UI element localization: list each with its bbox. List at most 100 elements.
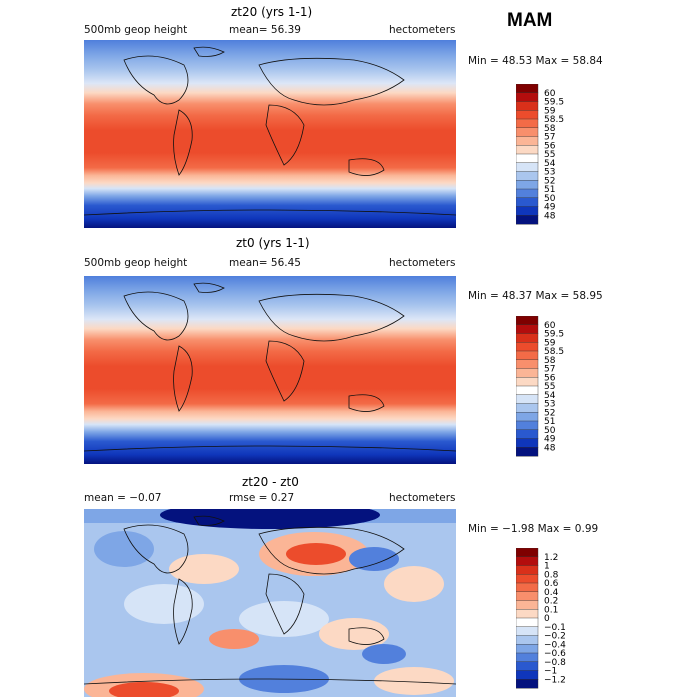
colorbar-swatch: [516, 556, 539, 567]
colorbar-swatch: [516, 101, 539, 111]
colorbar-label: 54: [544, 391, 556, 401]
colorbar-label: 58: [544, 356, 556, 366]
colorbar-label: 57: [544, 365, 555, 375]
colorbar-label: 59.5: [544, 330, 564, 340]
colorbar-swatch: [516, 403, 539, 413]
colorbar-label: 1.2: [544, 553, 558, 563]
colorbar-label: 55: [544, 382, 555, 392]
colorbar-label: 0.1: [544, 605, 558, 615]
colorbar-swatch: [516, 110, 539, 120]
colorbar-label: 56: [544, 141, 556, 151]
colorbar-swatch: [516, 617, 539, 628]
colorbar-swatch: [516, 368, 539, 378]
colorbar-swatch: [516, 670, 539, 680]
colorbar-swatch: [516, 548, 539, 558]
colorbar-swatch: [516, 429, 539, 440]
colorbar-swatch: [516, 324, 539, 335]
colorbar-swatch: [516, 600, 539, 610]
colorbar-label: 1: [544, 562, 550, 572]
colorbar-label: 59: [544, 106, 556, 116]
colorbar-swatch: [516, 84, 539, 94]
colorbar-swatch: [516, 162, 539, 173]
colorbar-swatch: [516, 377, 539, 387]
colorbar-label: 49: [544, 435, 556, 445]
panel-1-map: [84, 40, 456, 228]
colorbar-label: 0.6: [544, 579, 559, 589]
colorbar-swatch: [516, 447, 539, 457]
colorbar-swatch: [516, 188, 539, 199]
colorbar-label: −0.4: [544, 640, 566, 650]
colorbar-label: 58.5: [544, 347, 564, 357]
colorbar-label: −0.1: [544, 623, 566, 633]
colorbar-swatch: [516, 679, 539, 689]
colorbar-label: 59.5: [544, 98, 564, 108]
panel-1-units-label: hectometers: [389, 24, 456, 36]
panel-3-units-label: hectometers: [389, 492, 456, 504]
colorbar-label: 60: [544, 89, 556, 99]
colorbar-swatch: [516, 582, 539, 593]
panel-1-mean-label: mean= 56.39: [229, 24, 301, 36]
colorbar-label: −0.8: [544, 658, 566, 668]
colorbar-swatch: [516, 342, 539, 352]
panel-1-title: zt20 (yrs 1-1): [231, 5, 313, 19]
colorbar-swatch: [516, 574, 539, 584]
colorbar-label: 50: [544, 194, 556, 204]
colorbar-swatch: [516, 591, 539, 602]
colorbar-label: 48: [544, 443, 556, 453]
colorbar-swatch: [516, 118, 539, 129]
colorbar-swatch: [516, 197, 539, 208]
colorbar-swatch: [516, 565, 539, 575]
colorbar-label: 0.4: [544, 588, 559, 598]
panel-2-min-max: Min = 48.37 Max = 58.95: [468, 290, 603, 302]
colorbar-swatch: [516, 438, 539, 448]
colorbar-label: 52: [544, 408, 555, 418]
colorbar-label: 0.2: [544, 597, 558, 607]
colorbar-swatch: [516, 316, 539, 326]
colorbar-swatch: [516, 145, 539, 155]
colorbar-label: −1.2: [544, 675, 566, 685]
colorbar-swatch: [516, 412, 539, 422]
panel-3-mean-label: mean = −0.07: [84, 492, 162, 504]
colorbar-label: 51: [544, 185, 555, 195]
colorbar-label: −1: [544, 667, 557, 677]
panel-2-variable-label: 500mb geop height: [84, 257, 188, 269]
panel-2-map: [84, 276, 456, 464]
colorbar-label: 60: [544, 321, 556, 331]
colorbar-label: 48: [544, 211, 556, 221]
colorbar-swatch: [516, 635, 539, 645]
panel-3-title: zt20 - zt0: [242, 475, 299, 489]
colorbar-swatch: [516, 644, 539, 654]
colorbar-swatch: [516, 394, 539, 405]
colorbar-swatch: [516, 661, 539, 672]
colorbar-label: 58.5: [544, 115, 564, 125]
colorbar-swatch: [516, 153, 539, 164]
colorbar-swatch: [516, 626, 539, 637]
colorbar-swatch: [516, 215, 539, 225]
colorbar-label: 59: [544, 338, 556, 348]
panel-2-units-label: hectometers: [389, 257, 456, 269]
colorbar-swatch: [516, 652, 539, 663]
panel-2-mean-label: mean= 56.45: [229, 257, 301, 269]
colorbar-swatch: [516, 92, 539, 103]
colorbar-label: 54: [544, 159, 556, 169]
colorbar-swatch: [516, 420, 539, 431]
colorbar-label: 0: [544, 614, 550, 624]
colorbar-label: 51: [544, 417, 555, 427]
colorbar-swatch: [516, 127, 539, 138]
panel-2-title: zt0 (yrs 1-1): [236, 236, 310, 250]
colorbar-label: 52: [544, 176, 555, 186]
panel-3-map: [84, 509, 456, 697]
colorbar-label: 53: [544, 168, 555, 178]
panel-1-min-max: Min = 48.53 Max = 58.84: [468, 55, 603, 67]
colorbar-label: 49: [544, 203, 556, 213]
colorbar-label: 57: [544, 133, 555, 143]
colorbar-label: 56: [544, 373, 556, 383]
colorbar-label: 50: [544, 426, 556, 436]
colorbar-swatch: [516, 609, 539, 619]
colorbar-swatch: [516, 350, 539, 361]
colorbar-swatch: [516, 333, 539, 343]
colorbar-label: 53: [544, 400, 555, 410]
colorbar-label: −0.2: [544, 632, 566, 642]
